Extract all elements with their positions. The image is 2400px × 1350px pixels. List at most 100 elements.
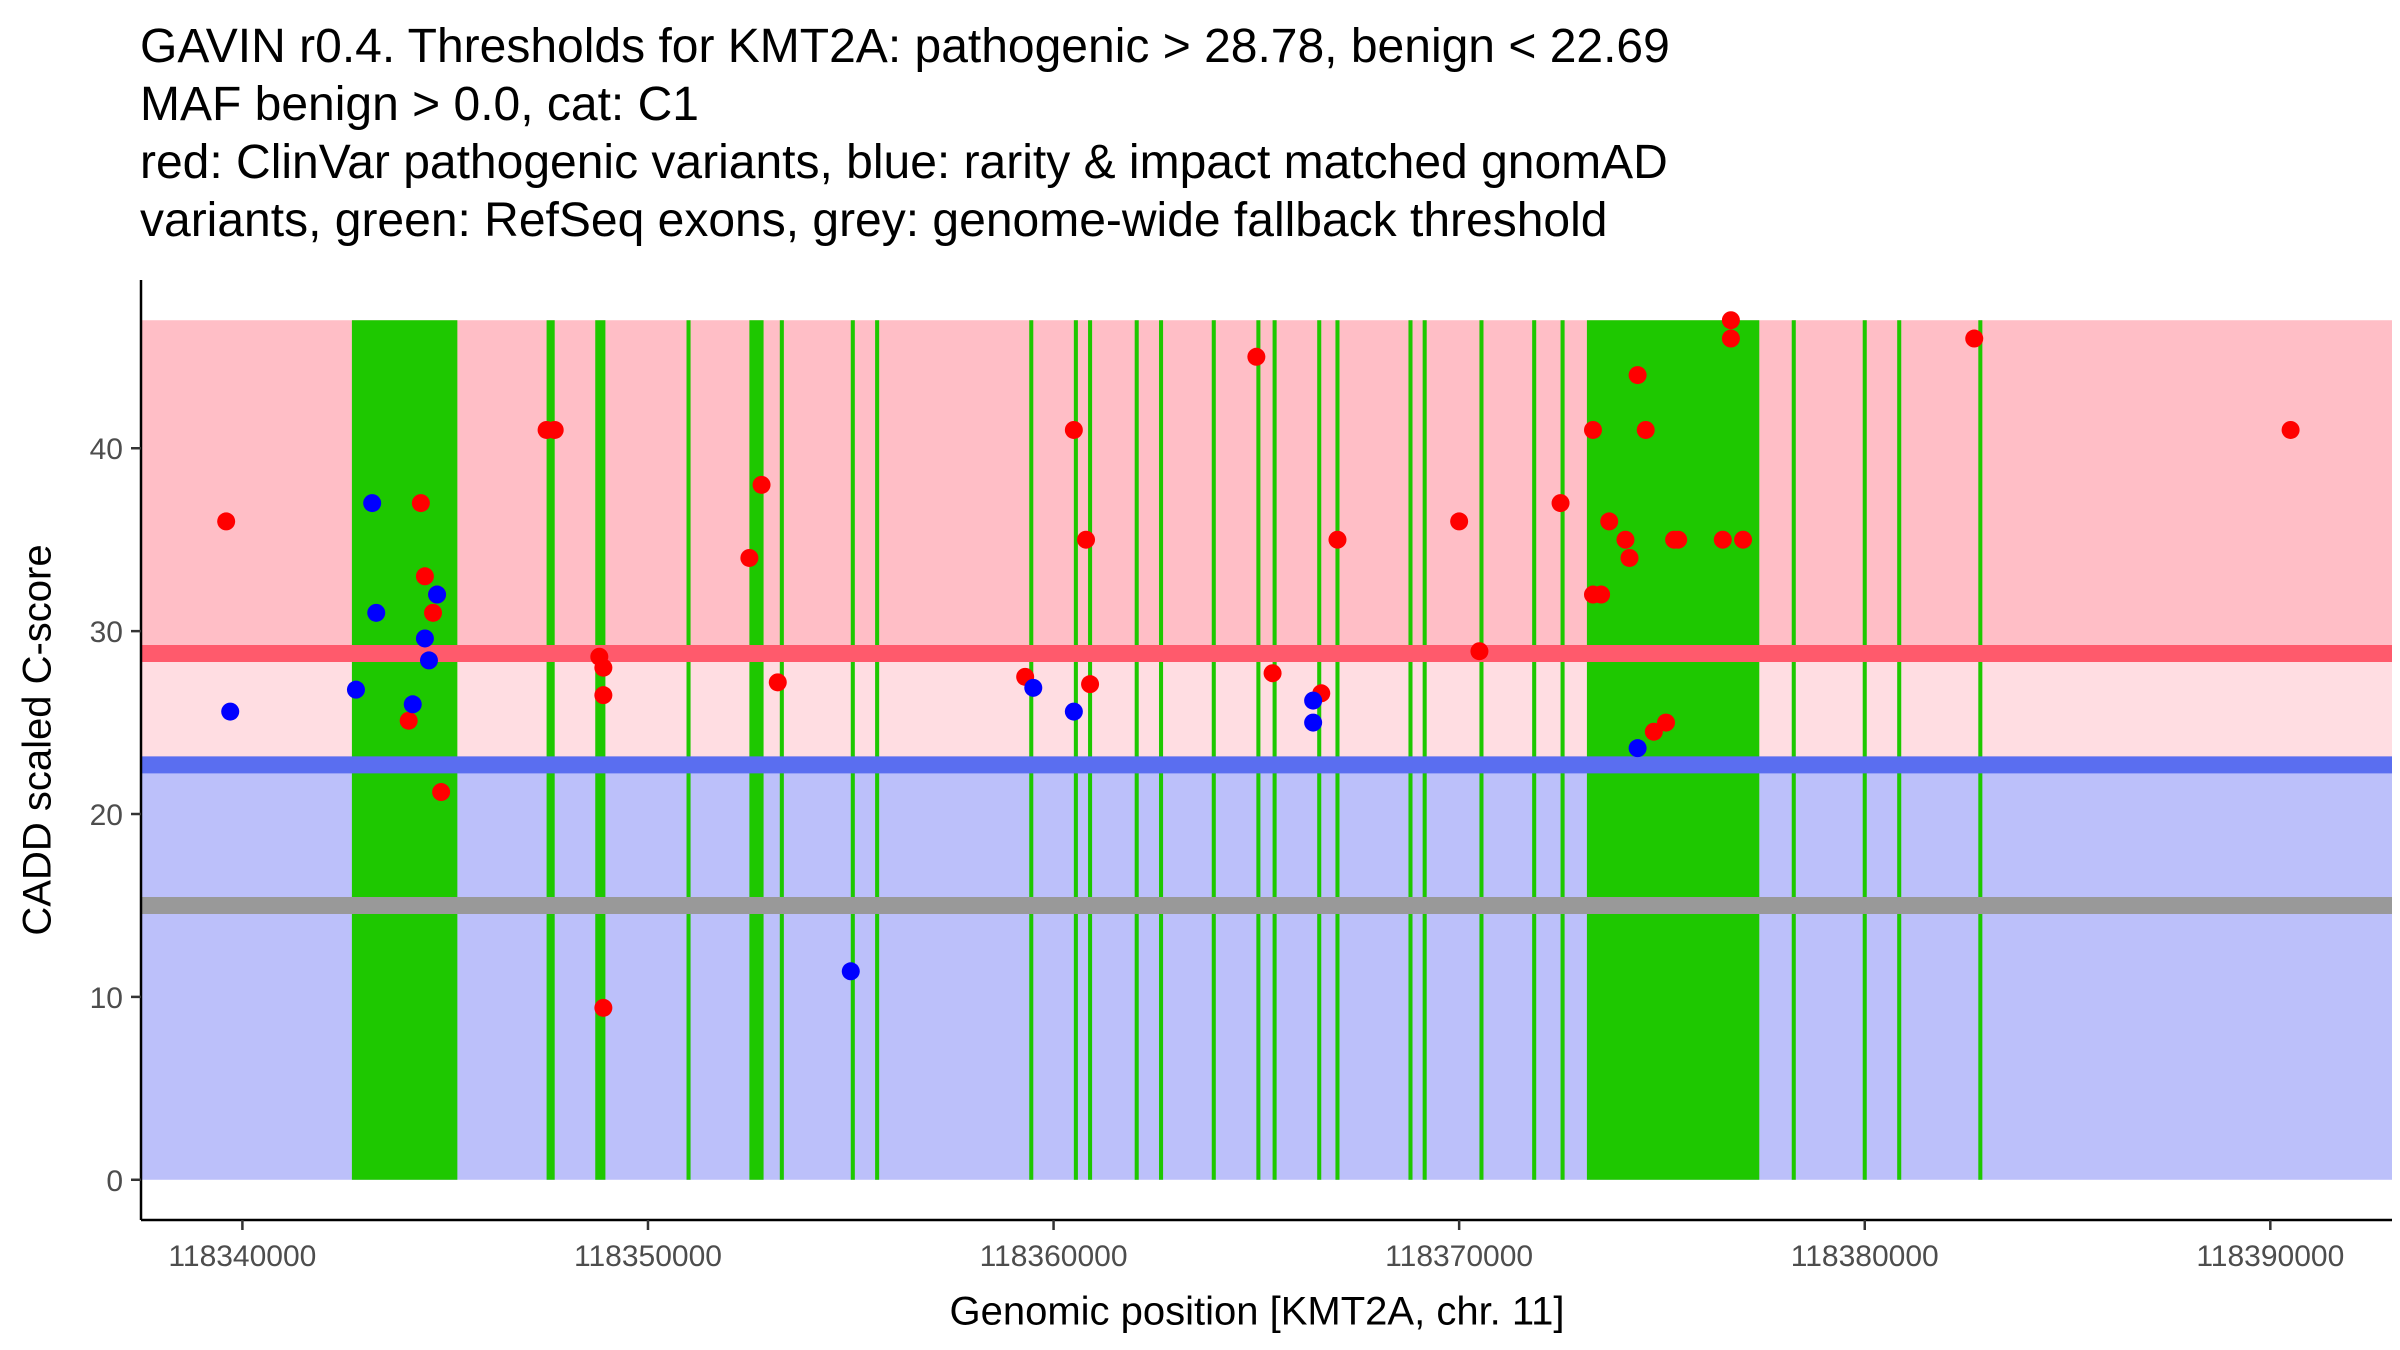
exon-bar (686, 320, 691, 1180)
pathogenic-point (1616, 530, 1635, 549)
pathogenic-point (768, 673, 787, 692)
benign-point (415, 629, 434, 648)
exon-bar (351, 320, 458, 1180)
x-tick-label: 118360000 (980, 1240, 1128, 1273)
benign-point (403, 695, 422, 714)
chart-title: GAVIN r0.4. Thresholds for KMT2A: pathog… (140, 18, 1670, 250)
pathogenic-point (1328, 530, 1347, 549)
exon-bar (779, 320, 784, 1180)
pathogenic-point (1721, 329, 1740, 348)
pathogenic-point (1470, 642, 1489, 661)
pathogenic-point (1669, 530, 1688, 549)
exon-bar (1335, 320, 1340, 1180)
pathogenic-point (594, 998, 613, 1017)
exon-bar (1256, 320, 1261, 1180)
pathogenic-point (1081, 675, 1100, 694)
benign-point (221, 702, 240, 721)
pathogenic-point (1620, 548, 1639, 567)
exon-bar (1791, 320, 1796, 1180)
pathogenic-point (1965, 329, 1984, 348)
y-tick-label: 20 (90, 799, 123, 832)
pathogenic-point (1713, 530, 1732, 549)
exon-bar (1422, 320, 1427, 1180)
pathogenic-point (424, 603, 443, 622)
benign-point (419, 651, 438, 670)
benign-zone (141, 764, 2392, 1180)
exon-bar (1978, 320, 1983, 1180)
pathogenic-point (752, 475, 771, 494)
pathogenic-point (217, 512, 236, 531)
pathogenic-point (415, 567, 434, 586)
exon-bar (1088, 320, 1093, 1180)
exon-bar (1073, 320, 1078, 1180)
benign-point (1304, 713, 1323, 732)
y-axis-title: CADD scaled C-score (15, 544, 60, 936)
pathogenic-point (740, 548, 759, 567)
pathogenic-point (1600, 512, 1619, 531)
benign-point (1628, 739, 1647, 758)
exon-bar (1897, 320, 1902, 1180)
pathogenic-point (1077, 530, 1096, 549)
y-tick-label: 30 (90, 616, 123, 649)
pathogenic-point (1636, 420, 1655, 439)
pathogenic-point (2281, 420, 2300, 439)
title-line: variants, green: RefSeq exons, grey: gen… (140, 194, 1608, 247)
exon-bar (850, 320, 855, 1180)
title-line: GAVIN r0.4. Thresholds for KMT2A: pathog… (140, 20, 1670, 73)
benign-point (1024, 678, 1043, 697)
benign-point (428, 585, 447, 604)
exon-bar (1211, 320, 1216, 1180)
exon-bar (1159, 320, 1164, 1180)
title-line: MAF benign > 0.0, cat: C1 (140, 78, 699, 131)
pathogenic-point (594, 658, 613, 677)
x-tick-label: 118390000 (2196, 1240, 2344, 1273)
exon-bar (1408, 320, 1413, 1180)
x-tick-label: 118340000 (168, 1240, 316, 1273)
exon-bar (546, 320, 555, 1180)
pathogenic-point (545, 420, 564, 439)
pathogenic-point (1247, 347, 1266, 366)
benign-point (1304, 691, 1323, 710)
exon-bar (595, 320, 606, 1180)
x-tick-label: 118350000 (574, 1240, 722, 1273)
pathogenic-point (432, 783, 451, 802)
x-tick-label: 118370000 (1385, 1240, 1533, 1273)
exon-bar (1134, 320, 1139, 1180)
pathogenic-point (1628, 366, 1647, 385)
benign-point (367, 603, 386, 622)
pathogenic-point (1551, 494, 1570, 513)
exon-bar (1479, 320, 1484, 1180)
pathogenic-point (411, 494, 430, 513)
benign-point (841, 962, 860, 981)
pathogenic-point (1263, 664, 1282, 683)
exon-bar (749, 320, 764, 1180)
pathogenic-point (1734, 530, 1753, 549)
y-tick-label: 0 (106, 1165, 123, 1198)
exon-bar (1586, 320, 1760, 1180)
pathogenic-zone (141, 320, 2392, 654)
exon-bar (1317, 320, 1322, 1180)
y-tick-label: 10 (90, 982, 123, 1015)
exon-bar (1029, 320, 1034, 1180)
benign-point (363, 494, 382, 513)
pathogenic-point (1657, 713, 1676, 732)
pathogenic-point (1064, 420, 1083, 439)
pathogenic-point (1721, 311, 1740, 330)
pathogenic-point (1592, 585, 1611, 604)
x-axis-title: Genomic position [KMT2A, chr. 11] (949, 1289, 1565, 1334)
exon-bar (1862, 320, 1867, 1180)
exon-bar (875, 320, 880, 1180)
pathogenic-point (1450, 512, 1469, 531)
benign-point (1064, 702, 1083, 721)
x-tick-label: 118380000 (1791, 1240, 1939, 1273)
pathogenic-point (399, 711, 418, 730)
pathogenic-point (1583, 420, 1602, 439)
exon-bar (1560, 320, 1565, 1180)
title-line: red: ClinVar pathogenic variants, blue: … (140, 136, 1668, 189)
pathogenic-point (594, 686, 613, 705)
y-tick-label: 40 (90, 433, 123, 466)
benign-point (346, 680, 365, 699)
exon-bar (1272, 320, 1277, 1180)
exon-bar (1532, 320, 1537, 1180)
